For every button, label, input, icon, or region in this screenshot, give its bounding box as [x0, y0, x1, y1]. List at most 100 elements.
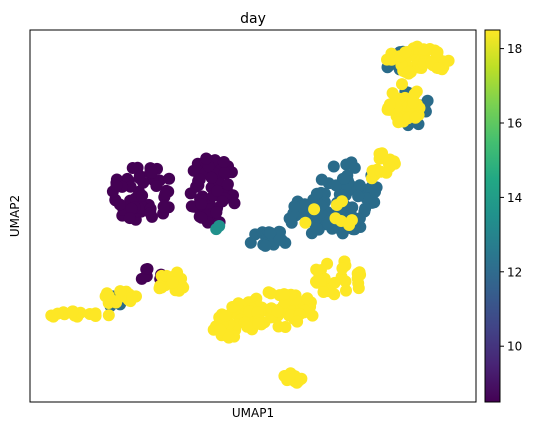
point-day-9: [193, 173, 206, 186]
colorbar-tick-label: 18: [507, 42, 522, 56]
point-day-9: [205, 171, 218, 184]
point-day-18: [252, 317, 265, 330]
point-day-12: [337, 172, 350, 185]
point-day-18: [166, 276, 179, 289]
point-day-18: [66, 305, 79, 318]
point-day-9: [228, 197, 241, 210]
point-day-18: [306, 309, 319, 322]
point-day-18: [264, 287, 277, 300]
point-day-18: [222, 331, 235, 344]
point-day-12: [330, 179, 342, 192]
point-day-18: [291, 315, 304, 328]
chart-title: day: [240, 11, 266, 27]
point-day-18: [392, 116, 405, 129]
x-axis-label: UMAP1: [232, 406, 274, 420]
point-day-9: [110, 179, 123, 192]
scatter-points: [45, 40, 455, 389]
point-day-18: [299, 216, 312, 229]
point-day-9: [133, 172, 146, 185]
point-day-9: [141, 263, 154, 275]
point-day-9: [136, 189, 149, 202]
point-day-18: [328, 276, 341, 289]
point-day-18: [51, 307, 64, 320]
point-day-18: [126, 291, 139, 304]
point-day-18: [396, 78, 408, 91]
point-day-18: [114, 285, 127, 298]
plot-frame: [29, 29, 477, 403]
colorbar-tick-label: 12: [507, 265, 522, 279]
point-day-9: [157, 200, 170, 213]
point-day-18: [352, 282, 365, 295]
point-day-9: [126, 162, 139, 174]
point-day-18: [219, 309, 232, 322]
point-day-18: [321, 257, 334, 270]
point-day-9: [145, 166, 158, 179]
point-day-12: [352, 190, 365, 203]
point-day-12: [273, 233, 286, 246]
colorbar: [484, 29, 501, 403]
point-day-9: [150, 180, 163, 192]
colorbar-ticks: 10 12 14 16 18: [500, 42, 522, 354]
point-day-18: [343, 219, 356, 231]
point-day-9: [159, 188, 172, 201]
point-day-18: [383, 160, 396, 173]
point-day-12: [310, 222, 323, 235]
point-day-18: [232, 297, 245, 310]
point-day-9: [185, 200, 198, 213]
point-day-18: [431, 46, 444, 59]
point-day-18: [383, 98, 396, 111]
point-day-18: [317, 286, 330, 298]
point-day-12: [264, 226, 277, 239]
point-day-18: [314, 274, 327, 287]
point-day-9: [124, 180, 137, 193]
point-day-18: [386, 87, 399, 100]
point-day-18: [340, 284, 352, 297]
point-day-9: [216, 195, 229, 208]
colorbar-tick-label: 10: [507, 340, 522, 354]
point-day-9: [113, 198, 126, 211]
point-day-18: [432, 62, 445, 75]
point-day-12: [365, 181, 378, 194]
point-day-18: [241, 320, 254, 333]
point-day-9: [218, 166, 231, 179]
point-day-18: [271, 305, 284, 318]
point-day-18: [301, 292, 314, 305]
point-day-18: [102, 290, 115, 302]
point-day-12: [315, 173, 328, 186]
point-day-9: [146, 210, 158, 223]
point-day-18: [373, 147, 386, 160]
point-day-18: [417, 43, 430, 56]
point-day-18: [310, 263, 323, 276]
point-day-18: [177, 281, 190, 294]
point-day-9: [211, 184, 224, 197]
point-day-18: [336, 262, 349, 275]
point-day-9: [210, 206, 223, 219]
point-day-18: [153, 282, 166, 295]
point-day-12: [244, 236, 257, 249]
point-day-9: [195, 198, 208, 210]
colorbar-tick-label: 16: [507, 117, 522, 131]
point-day-9: [123, 212, 136, 225]
point-day-9: [200, 152, 213, 165]
point-day-9: [163, 172, 176, 185]
y-axis-label: UMAP2: [8, 195, 22, 237]
point-day-18: [308, 203, 321, 216]
point-day-9: [195, 211, 208, 224]
point-day-9: [217, 156, 230, 168]
point-day-18: [399, 46, 412, 59]
point-day-12: [346, 201, 359, 214]
point-day-12: [259, 239, 272, 252]
point-day-12: [359, 202, 372, 215]
point-day-18: [295, 372, 308, 385]
point-day-18: [280, 371, 293, 384]
point-day-12: [298, 198, 311, 211]
point-day-12: [353, 179, 366, 192]
point-day-18: [214, 323, 227, 336]
point-day-18: [336, 195, 348, 208]
point-day-9: [221, 178, 234, 191]
point-day-18: [279, 321, 292, 333]
point-day-9: [187, 164, 200, 177]
point-day-18: [401, 66, 414, 79]
point-day-18: [407, 96, 419, 109]
